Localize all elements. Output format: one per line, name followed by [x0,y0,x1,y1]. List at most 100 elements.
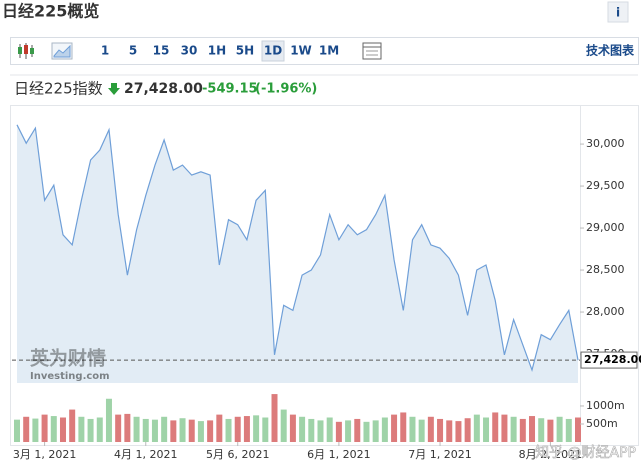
candle-icon[interactable] [18,43,34,59]
volume-bar [381,417,388,442]
interval-active-bg [261,40,285,62]
y-tick-label: 29,500 [586,179,625,192]
info-button[interactable] [607,1,629,23]
volume-bar [547,419,554,442]
volume-bar [446,420,453,442]
volume-bar [345,420,352,442]
info-icon[interactable]: i [616,6,620,20]
interval-button[interactable]: 5H [236,44,254,58]
volume-bar [317,420,324,442]
down-arrow [108,83,120,95]
toolbar [10,37,639,65]
volume-bar [427,416,434,442]
volume-bar [473,414,480,442]
volume-bar [308,418,315,442]
volume-bar [483,417,490,442]
watermark-brand: 英为财情 [30,347,106,370]
volume-bar [519,418,526,442]
volume-tick-label: 1000m [586,399,625,412]
quote-change-pct: (-1.96%) [255,82,317,97]
volume-bar [179,418,186,442]
volume-bar [170,420,177,442]
volume-bar [565,418,572,442]
x-tick-label: 3月 1, 2021 [13,448,76,461]
volume-bar [142,418,149,442]
quote-name: 日经225指数 [14,80,103,98]
volume-bar [253,415,260,442]
interval-button[interactable]: 1D [264,44,282,58]
volume-bar [372,420,379,442]
table-icon[interactable] [362,42,382,60]
volume-bar [299,416,306,442]
volume-bar [105,398,112,442]
x-tick-label: 7月 1, 2021 [408,448,471,461]
interval-button[interactable]: 1H [208,44,226,58]
watermark-source: 知乎 @财经APP [535,444,636,461]
volume-bar [464,418,471,442]
volume-bar [78,416,85,442]
price-line [16,124,579,373]
x-tick-label: 6月 1, 2021 [307,448,370,461]
interval-button[interactable]: 15 [153,44,170,58]
volume-bar [492,412,499,442]
volume-bar [151,419,158,442]
volume-bar [87,418,94,442]
volume-bar [50,416,57,442]
volume-bar [326,417,333,442]
volume-bar [354,418,361,442]
volume-bar [335,421,342,442]
volume-bar [391,414,398,442]
volume-bar [96,417,103,442]
volume-bar [41,414,48,442]
chart-frame [10,105,639,446]
y-tick-label: 28,000 [586,305,625,318]
volume-bar [289,414,296,442]
volume-bar [32,418,39,442]
y-tick-label: 30,000 [586,137,625,150]
area-icon[interactable] [51,42,73,60]
interval-button[interactable]: 1W [290,44,312,58]
volume-bar [400,412,407,442]
last-price-tag [580,351,638,369]
watermark-site: Investing.com [30,371,110,382]
last-price-label: 27,428.00 [584,353,641,366]
page-title: 日经225概览 [2,2,99,21]
volume-bar [115,414,122,442]
volume-bar [262,417,269,442]
volume-tick-label: 500m [586,417,618,430]
interval-button[interactable]: 30 [181,44,198,58]
interval-button[interactable]: 1M [319,44,339,58]
volume-bar [124,413,131,442]
volume-bar [161,416,168,442]
volume-bar [455,421,462,442]
volume-bar [538,418,545,442]
volume-bar [271,394,278,442]
interval-button[interactable]: 5 [129,44,137,58]
x-tick-label: 4月 1, 2021 [114,448,177,461]
x-tick-label: 5月 6, 2021 [206,448,269,461]
quote-price: 27,428.00 [124,81,203,97]
volume-bar [280,409,287,442]
volume-bar [216,414,223,442]
y-tick-label: 28,500 [586,263,625,276]
quote-change: -549.15 [202,82,258,97]
volume-bar [69,409,76,442]
y-tick-label: 29,000 [586,221,625,234]
volume-bar [418,419,425,442]
volume-bar [14,419,20,442]
interval-button[interactable]: 1 [101,44,109,58]
volume-bar [510,416,517,442]
volume-bar [225,418,232,442]
x-tick-label: 8月 2, 2021 [519,448,582,461]
price-area [17,124,578,384]
volume-bar [363,421,370,442]
volume-bar [197,421,204,442]
tech-chart-link[interactable]: 技术图表 [586,43,635,58]
volume-bar [207,420,214,442]
volume-bar [59,417,66,442]
volume-bar [575,417,581,442]
volume-bar [556,416,563,442]
volume-bar [23,416,30,442]
volume-bar [409,416,416,442]
